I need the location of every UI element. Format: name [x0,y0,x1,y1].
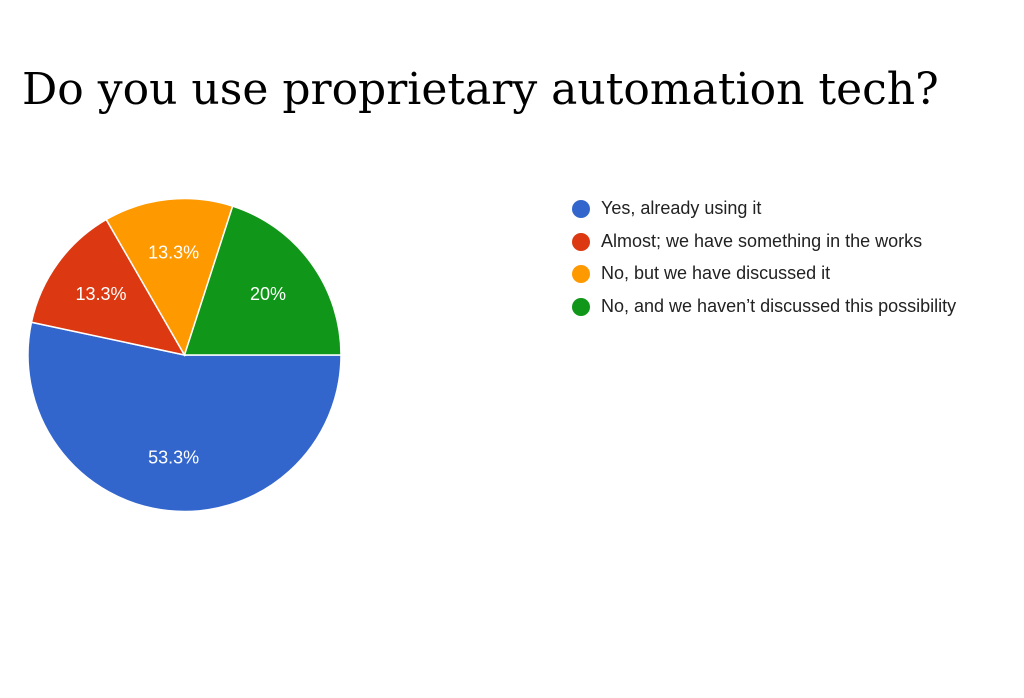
legend-label: Almost; we have something in the works [601,230,923,251]
legend-item-no-not-discussed: No, and we haven’t discussed this possib… [572,294,981,319]
legend-label: No, but we have discussed it [601,263,831,283]
pie-slice [30,218,186,357]
legend-item-yes: Yes, already using it [572,196,981,221]
slice-value-label: 13.3% [75,284,126,304]
pie-slice [183,205,342,356]
legend-label: Yes, already using it [601,198,762,218]
legend: Yes, already using it Almost; we have so… [572,196,981,326]
legend-swatch [572,200,590,218]
slice-value-label: 20% [250,284,286,304]
pie-slice [27,321,342,513]
chart-title: Do you use proprietary automation tech? [22,64,939,115]
legend-item-almost: Almost; we have something in the works [572,229,981,254]
legend-swatch [572,232,590,251]
legend-item-no-discussed: No, but we have discussed it [572,261,981,286]
legend-swatch [572,297,590,316]
pie-slice [105,197,234,357]
legend-label: No, and we haven’t discussed this possib… [601,295,957,316]
slice-value-label: 53.3% [148,448,199,468]
legend-swatch [572,265,590,283]
slice-value-label: 13.3% [148,242,199,262]
